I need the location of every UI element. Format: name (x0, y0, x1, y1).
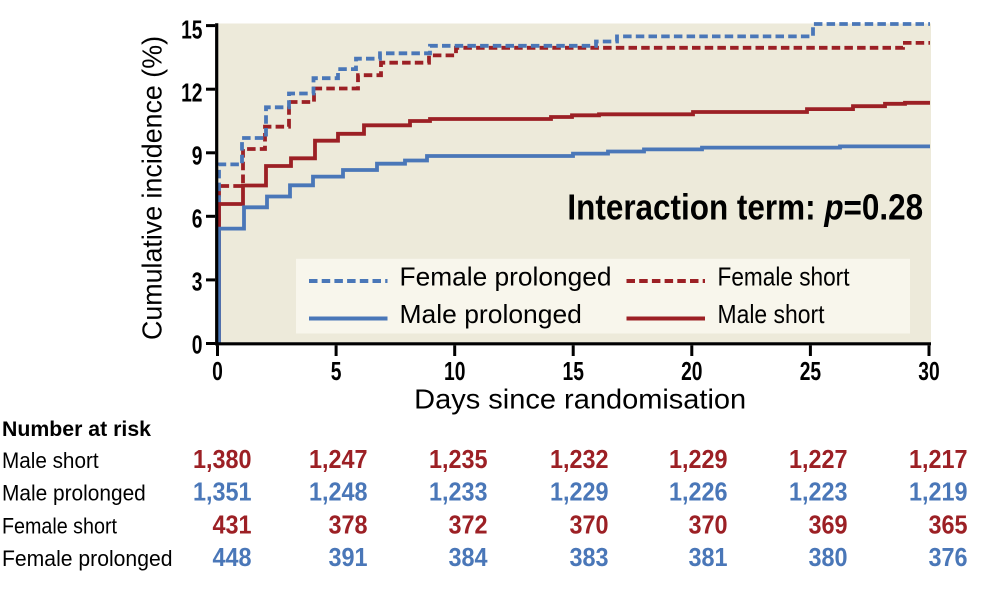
svg-text:3: 3 (192, 267, 203, 297)
svg-text:15: 15 (563, 356, 585, 386)
svg-text:365: 365 (928, 511, 967, 539)
svg-text:15: 15 (181, 15, 203, 45)
svg-text:Cumulative incidence (%): Cumulative incidence (%) (137, 36, 168, 340)
svg-text:1,229: 1,229 (669, 446, 728, 474)
svg-text:Female prolonged: Female prolonged (2, 546, 173, 571)
svg-text:1,351: 1,351 (193, 479, 252, 507)
svg-text:372: 372 (448, 511, 487, 539)
svg-text:1,219: 1,219 (909, 479, 968, 507)
svg-text:1,233: 1,233 (429, 479, 488, 507)
svg-text:380: 380 (808, 544, 847, 572)
svg-text:25: 25 (800, 356, 822, 386)
svg-text:Days since randomisation: Days since randomisation (414, 384, 746, 415)
svg-text:Interaction term: p=0.28: Interaction term: p=0.28 (567, 188, 923, 228)
svg-text:381: 381 (688, 544, 727, 572)
svg-text:370: 370 (688, 511, 727, 539)
svg-text:10: 10 (444, 356, 465, 386)
svg-text:431: 431 (212, 511, 251, 539)
svg-text:Number at risk: Number at risk (2, 417, 151, 441)
svg-text:384: 384 (448, 544, 487, 572)
svg-text:1,232: 1,232 (550, 446, 609, 474)
svg-text:12: 12 (181, 78, 202, 108)
svg-text:1,226: 1,226 (669, 479, 728, 507)
svg-text:1,247: 1,247 (309, 446, 368, 474)
svg-text:9: 9 (192, 141, 203, 171)
svg-text:30: 30 (918, 356, 939, 386)
svg-text:5: 5 (331, 356, 342, 386)
svg-text:Male short: Male short (718, 299, 826, 329)
svg-text:0: 0 (212, 356, 223, 386)
svg-text:1,235: 1,235 (429, 446, 488, 474)
svg-text:369: 369 (808, 511, 847, 539)
svg-text:1,223: 1,223 (789, 479, 848, 507)
svg-text:Female short: Female short (2, 513, 117, 538)
svg-text:376: 376 (928, 544, 967, 572)
svg-text:1,217: 1,217 (909, 446, 968, 474)
svg-text:383: 383 (569, 544, 608, 572)
svg-text:1,227: 1,227 (789, 446, 848, 474)
svg-text:Male short: Male short (2, 448, 99, 473)
svg-text:1,380: 1,380 (193, 446, 252, 474)
svg-text:0: 0 (192, 330, 203, 360)
svg-text:370: 370 (569, 511, 608, 539)
svg-text:378: 378 (328, 511, 367, 539)
svg-text:391: 391 (328, 544, 367, 572)
svg-text:1,229: 1,229 (550, 479, 609, 507)
svg-text:Female prolonged: Female prolonged (400, 262, 612, 292)
svg-text:20: 20 (681, 356, 702, 386)
svg-text:Male prolonged: Male prolonged (2, 481, 146, 506)
svg-text:Male prolonged: Male prolonged (400, 299, 582, 329)
svg-text:Female short: Female short (718, 262, 851, 292)
svg-text:6: 6 (192, 204, 203, 234)
svg-text:448: 448 (212, 544, 251, 572)
svg-text:1,248: 1,248 (309, 479, 368, 507)
